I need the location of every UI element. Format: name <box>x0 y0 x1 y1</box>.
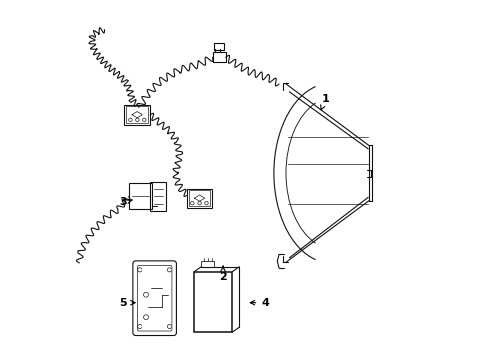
Bar <box>212 52 225 63</box>
Bar <box>126 107 148 123</box>
Bar <box>214 43 224 50</box>
Text: 3: 3 <box>119 198 132 207</box>
Text: 5: 5 <box>119 298 135 308</box>
Text: 1: 1 <box>320 94 329 110</box>
Bar <box>201 261 214 267</box>
Bar <box>128 184 152 210</box>
Bar <box>187 189 211 208</box>
Bar <box>194 271 232 332</box>
Bar <box>124 105 150 125</box>
Text: 4: 4 <box>250 298 268 308</box>
Text: 2: 2 <box>219 266 226 282</box>
Bar <box>189 190 209 206</box>
Bar <box>150 182 166 211</box>
